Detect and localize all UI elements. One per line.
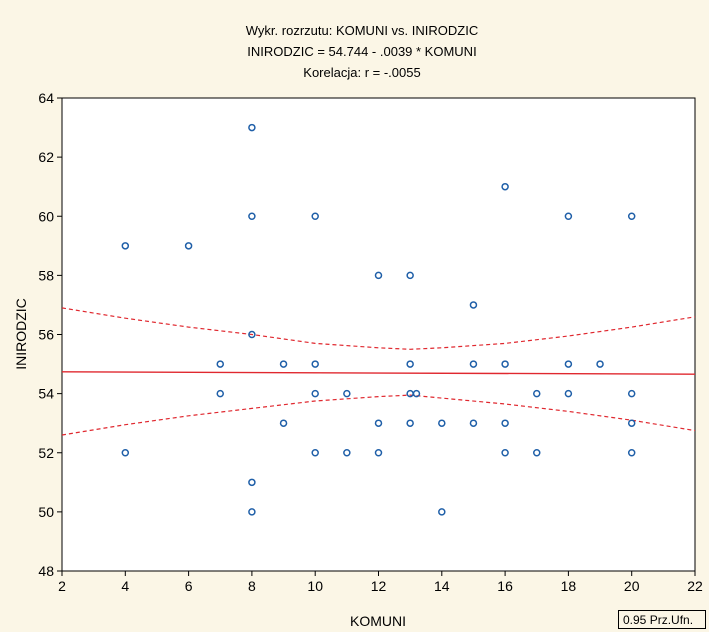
data-point	[311, 389, 319, 398]
data-point	[279, 360, 288, 368]
data-points	[121, 123, 636, 516]
data-point	[627, 389, 636, 398]
x-tick-label: 18	[561, 578, 577, 594]
data-point	[311, 212, 319, 220]
y-tick-label: 56	[38, 327, 54, 343]
confidence-legend: 0.95 Prz.Ufn.	[618, 610, 706, 629]
title-line-1: Wykr. rozrzutu: KOMUNI vs. INIRODZIC	[246, 23, 478, 38]
data-point	[343, 449, 351, 457]
confidence-upper	[61, 307, 696, 350]
x-tick-label: 8	[248, 578, 256, 594]
y-tick-label: 64	[38, 90, 54, 106]
data-point	[248, 478, 256, 487]
regression-line-group	[61, 371, 696, 375]
data-point	[564, 360, 573, 368]
x-tick-label: 4	[121, 578, 129, 594]
data-point	[501, 182, 509, 191]
data-point	[184, 242, 193, 250]
y-tick-label: 62	[38, 149, 54, 165]
data-point	[216, 360, 224, 368]
data-point	[216, 389, 224, 398]
data-point	[533, 389, 541, 398]
title-line-2: INIRODZIC = 54.744 - .0039 * KOMUNI	[247, 44, 476, 59]
regression-line	[61, 371, 696, 375]
confidence-lower	[61, 394, 696, 436]
x-tick-label: 2	[58, 578, 66, 594]
data-point	[343, 389, 351, 398]
data-point	[248, 123, 256, 132]
chart-title: Wykr. rozrzutu: KOMUNI vs. INIRODZIC INI…	[246, 23, 478, 80]
data-point	[406, 419, 414, 427]
plot-area	[61, 97, 696, 572]
data-point	[627, 212, 636, 220]
x-tick-label: 22	[687, 578, 703, 594]
data-point	[121, 242, 130, 250]
x-tick-label: 14	[434, 578, 450, 594]
data-point	[374, 419, 383, 427]
data-point	[501, 449, 509, 457]
confidence-band	[61, 307, 696, 436]
data-point	[533, 449, 541, 457]
title-line-3: Korelacja: r = -.0055	[303, 65, 420, 80]
data-point	[469, 301, 478, 309]
data-point	[121, 449, 130, 457]
y-tick-label: 48	[38, 563, 54, 579]
data-point	[248, 330, 256, 339]
data-point	[501, 360, 509, 368]
y-tick-label: 58	[38, 267, 54, 283]
data-point	[406, 360, 414, 368]
axis-ticks: 2 4 6 8 10 12 14 16 18 20 22 48 50 52 54 56 58 60 62 64	[38, 90, 703, 594]
y-tick-label: 50	[38, 504, 54, 520]
x-tick-label: 6	[185, 578, 193, 594]
x-tick-label: 10	[307, 578, 323, 594]
data-point	[501, 419, 509, 427]
data-point	[438, 419, 446, 427]
x-axis-label: KOMUNI	[350, 613, 406, 629]
x-tick-label: 12	[371, 578, 387, 594]
data-point	[438, 508, 446, 516]
data-point	[469, 360, 478, 368]
y-tick-label: 60	[38, 208, 54, 224]
data-point	[564, 389, 573, 398]
data-point	[248, 212, 256, 220]
data-point	[311, 449, 319, 457]
y-tick-label: 54	[38, 386, 54, 402]
x-tick-label: 20	[624, 578, 640, 594]
y-axis-label: INIRODZIC	[13, 298, 29, 370]
y-tick-label: 52	[38, 445, 54, 461]
data-point	[627, 449, 636, 457]
data-point	[374, 449, 383, 457]
x-tick-label: 16	[497, 578, 513, 594]
data-point	[469, 419, 478, 427]
data-point	[279, 419, 288, 427]
data-point	[564, 212, 573, 220]
data-point	[248, 508, 256, 516]
data-point	[627, 419, 636, 427]
data-point	[311, 360, 319, 368]
data-point	[412, 389, 421, 398]
confidence-legend-label: 0.95 Prz.Ufn.	[623, 613, 694, 627]
data-point	[374, 271, 383, 280]
data-point	[406, 271, 414, 280]
data-point	[596, 360, 604, 368]
